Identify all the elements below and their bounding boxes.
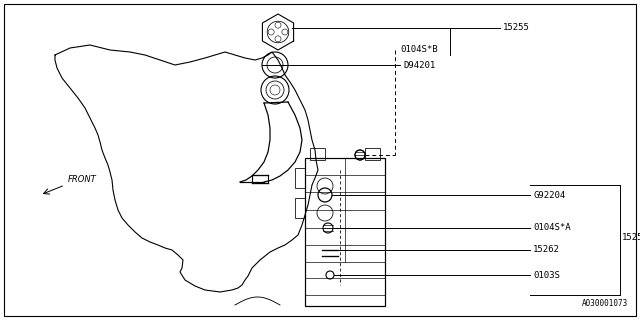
Text: 15255: 15255 — [503, 23, 530, 33]
Bar — [305, 158, 385, 306]
Text: 15250: 15250 — [622, 233, 640, 242]
Text: A030001073: A030001073 — [582, 299, 628, 308]
Text: 0103S: 0103S — [533, 270, 560, 279]
Text: 0104S*B: 0104S*B — [400, 45, 438, 54]
Text: 0104S*A: 0104S*A — [533, 223, 571, 233]
Text: 15262: 15262 — [533, 245, 560, 254]
Text: G92204: G92204 — [533, 190, 565, 199]
Bar — [295, 198, 305, 218]
Bar — [365, 148, 380, 160]
Bar — [310, 148, 325, 160]
Text: D94201: D94201 — [403, 60, 435, 69]
Text: FRONT: FRONT — [68, 175, 97, 185]
Bar — [295, 168, 305, 188]
